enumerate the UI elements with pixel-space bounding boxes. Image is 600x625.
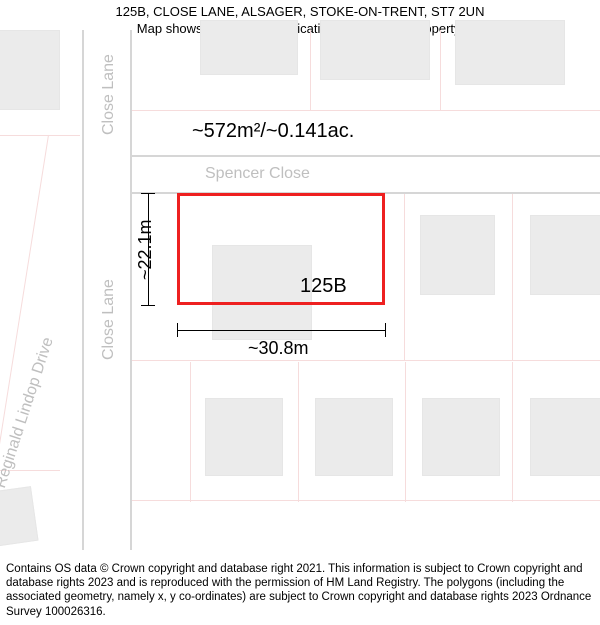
building <box>0 30 60 110</box>
address-line: 125B, CLOSE LANE, ALSAGER, STOKE-ON-TREN… <box>10 4 590 21</box>
dimension-tick <box>177 323 178 337</box>
building <box>530 398 600 476</box>
area-label: ~572m²/~0.141ac. <box>192 120 354 143</box>
building <box>530 215 600 295</box>
plot-line <box>132 500 600 501</box>
plot-line <box>404 194 405 360</box>
dimension-line-width <box>177 330 385 331</box>
road-edge <box>130 155 600 157</box>
map-canvas: Close Lane Close Lane Spencer Close Regi… <box>0 40 600 540</box>
building <box>420 215 495 295</box>
street-label-close-lane-top: Close Lane <box>100 54 118 135</box>
plot-line <box>298 362 299 502</box>
plot-line <box>512 194 513 360</box>
road-edge <box>82 30 84 550</box>
property-highlight <box>177 193 385 305</box>
building <box>315 398 393 476</box>
plot-line <box>310 30 311 110</box>
plot-line <box>440 30 441 110</box>
building <box>200 20 298 75</box>
street-label-close-lane-mid: Close Lane <box>100 279 118 360</box>
building <box>0 486 39 549</box>
width-label: ~30.8m <box>248 338 309 359</box>
dimension-tick <box>141 305 155 306</box>
building <box>455 20 565 85</box>
height-label: ~22.1m <box>135 219 156 280</box>
plot-line <box>132 110 600 111</box>
road-edge <box>130 30 132 550</box>
property-label: 125B <box>300 275 347 298</box>
footer-attribution: Contains OS data © Crown copyright and d… <box>0 558 600 625</box>
building <box>422 398 500 476</box>
plot-line <box>0 135 80 136</box>
dimension-tick <box>385 323 386 337</box>
dimension-tick <box>141 193 155 194</box>
street-label-reginald: Reginald Lindop Drive <box>0 335 58 490</box>
plot-line <box>512 362 513 502</box>
plot-line <box>132 360 600 361</box>
building <box>320 20 430 80</box>
building <box>205 398 283 476</box>
plot-line <box>405 362 406 502</box>
street-label-spencer-close: Spencer Close <box>205 165 310 183</box>
plot-line <box>190 362 191 502</box>
